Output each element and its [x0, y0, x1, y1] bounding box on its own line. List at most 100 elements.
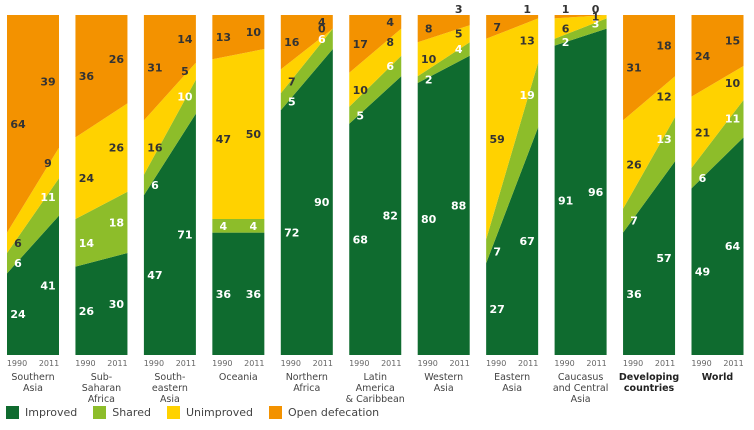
value-label-sub-saharan-africa-1990-shared: 14 [79, 237, 95, 250]
area-northern-africa-open-defecation [280, 15, 333, 70]
area-sub-saharan-africa-unimproved [75, 103, 128, 219]
area-southern-asia-unimproved [7, 147, 59, 253]
area-oceania-shared [212, 219, 265, 233]
value-label-southern-asia-1990-improved: 24 [10, 308, 26, 321]
value-label-southern-asia-2011-open-defecation: 39 [40, 75, 55, 88]
value-label-oceania-1990-open-defecation: 13 [216, 31, 231, 44]
value-label-oceania-2011-unimproved: 50 [246, 128, 262, 141]
value-label-developing-countries-2011-improved: 57 [656, 252, 671, 265]
group-label-line: Northern [286, 372, 328, 383]
value-label-south-eastern-asia-1990-open-defecation: 31 [147, 62, 162, 75]
value-label-caucasus-and-central-asia-1990-open-defecation: 1 [562, 3, 570, 16]
group-label-line: Africa [293, 383, 320, 394]
legend-swatch-unimproved [166, 406, 180, 419]
value-label-latin-america-and-caribbean-1990-shared: 5 [356, 109, 364, 122]
area-eastern-asia-unimproved [486, 18, 539, 240]
value-label-oceania-1990-shared: 4 [220, 220, 228, 233]
value-label-oceania-2011-improved: 36 [246, 288, 262, 301]
group-label-line: Southern [11, 372, 54, 383]
value-label-latin-america-and-caribbean-2011-shared: 6 [386, 60, 394, 73]
area-northern-africa-unimproved [280, 28, 333, 94]
value-label-western-asia-2011-unimproved: 5 [455, 28, 463, 41]
tick-label-latin-america-and-caribbean-2011: 2011 [381, 359, 401, 368]
value-label-eastern-asia-2011-unimproved: 13 [519, 35, 534, 48]
value-label-world-2011-improved: 64 [725, 240, 741, 253]
value-label-developing-countries-1990-improved: 36 [626, 288, 642, 301]
value-label-latin-america-and-caribbean-1990-unimproved: 10 [353, 84, 369, 97]
group-label-line: Asia [160, 394, 180, 405]
tick-label-world-1990: 1990 [691, 359, 711, 368]
area-western-asia-open-defecation [417, 15, 470, 43]
value-label-eastern-asia-1990-improved: 27 [489, 303, 504, 316]
tick-label-southern-asia-1990: 1990 [7, 359, 27, 368]
value-label-world-1990-shared: 6 [699, 172, 707, 185]
group-label-line: Western [424, 372, 463, 383]
value-label-south-eastern-asia-1990-unimproved: 16 [147, 142, 163, 155]
group-label-sub-saharan-africa: Sub-Saharan Africa [82, 372, 121, 405]
value-label-northern-africa-1990-improved: 72 [284, 227, 299, 240]
value-label-eastern-asia-1990-shared: 7 [493, 245, 501, 258]
area-sub-saharan-africa-shared [75, 191, 128, 267]
area-southern-asia-open-defecation [7, 15, 59, 233]
value-label-developing-countries-1990-unimproved: 26 [626, 159, 642, 172]
tick-label-developing-countries-1990: 1990 [623, 359, 643, 368]
area-caucasus-and-central-asia-improved [554, 28, 607, 355]
tick-label-sub-saharan-africa-2011: 2011 [107, 359, 127, 368]
value-label-latin-america-and-caribbean-1990-improved: 68 [353, 233, 368, 246]
area-caucasus-and-central-asia-shared [554, 18, 607, 46]
value-label-western-asia-1990-unimproved: 10 [421, 53, 437, 66]
area-south-eastern-asia-unimproved [143, 62, 196, 175]
group-label-line: South- [154, 372, 185, 383]
value-label-latin-america-and-caribbean-2011-unimproved: 8 [386, 36, 394, 49]
group-label-line: Asia [571, 394, 591, 405]
tick-label-south-eastern-asia-2011: 2011 [176, 359, 196, 368]
area-latin-america-and-caribbean-improved [349, 76, 402, 355]
value-label-northern-africa-1990-unimproved: 7 [288, 75, 296, 88]
value-label-western-asia-2011-improved: 88 [451, 199, 466, 212]
value-label-caucasus-and-central-asia-1990-unimproved: 6 [562, 23, 570, 36]
value-label-developing-countries-2011-unimproved: 12 [656, 91, 671, 104]
value-label-northern-africa-2011-unimproved: 0 [318, 23, 326, 36]
value-label-sub-saharan-africa-2011-improved: 30 [109, 298, 125, 311]
legend-label-improved: Improved [25, 406, 78, 419]
value-label-sub-saharan-africa-2011-unimproved: 26 [109, 142, 125, 155]
area-sub-saharan-africa-improved [75, 253, 128, 355]
value-label-caucasus-and-central-asia-1990-improved: 91 [558, 194, 573, 207]
value-label-caucasus-and-central-asia-2011-unimproved: 1 [592, 11, 600, 24]
tick-label-northern-africa-1990: 1990 [281, 359, 301, 368]
value-label-south-eastern-asia-1990-shared: 6 [151, 179, 159, 192]
area-western-asia-improved [417, 55, 470, 356]
area-eastern-asia-open-defecation [486, 15, 539, 39]
value-label-southern-asia-1990-shared: 6 [14, 257, 22, 270]
value-label-oceania-2011-shared: 4 [250, 220, 258, 233]
group-label-line: Sub- [91, 372, 113, 383]
value-label-south-eastern-asia-2011-unimproved: 5 [181, 65, 189, 78]
group-label-line: Developing [619, 372, 679, 383]
group-label-line: Asia [23, 383, 43, 394]
tick-label-caucasus-and-central-asia-2011: 2011 [586, 359, 606, 368]
area-northern-africa-shared [280, 28, 333, 111]
group-label-line: & Caribbean [346, 394, 405, 405]
tick-label-latin-america-and-caribbean-1990: 1990 [349, 359, 369, 368]
value-label-southern-asia-1990-open-defecation: 64 [10, 118, 26, 131]
value-label-eastern-asia-2011-shared: 19 [519, 89, 534, 102]
value-label-caucasus-and-central-asia-2011-open-defecation: 0 [592, 3, 600, 16]
value-label-sub-saharan-africa-1990-open-defecation: 36 [79, 70, 95, 83]
value-label-eastern-asia-2011-improved: 67 [519, 235, 534, 248]
group-label-line: eastern [152, 383, 188, 394]
value-label-latin-america-and-caribbean-2011-improved: 82 [383, 210, 398, 223]
value-label-developing-countries-1990-shared: 7 [630, 215, 638, 228]
value-label-caucasus-and-central-asia-1990-shared: 2 [562, 36, 570, 49]
group-label-oceania: Oceania [219, 372, 258, 383]
value-label-south-eastern-asia-2011-open-defecation: 14 [177, 33, 193, 46]
area-world-open-defecation [691, 15, 744, 97]
tick-label-developing-countries-2011: 2011 [655, 359, 675, 368]
area-south-eastern-asia-improved [143, 113, 196, 355]
group-label-developing-countries: Developing countries [619, 372, 679, 394]
value-label-sub-saharan-africa-2011-shared: 18 [109, 216, 124, 229]
value-label-world-2011-open-defecation: 15 [725, 35, 740, 48]
area-southern-asia-improved [7, 215, 59, 355]
group-label-line: Oceania [219, 372, 258, 383]
